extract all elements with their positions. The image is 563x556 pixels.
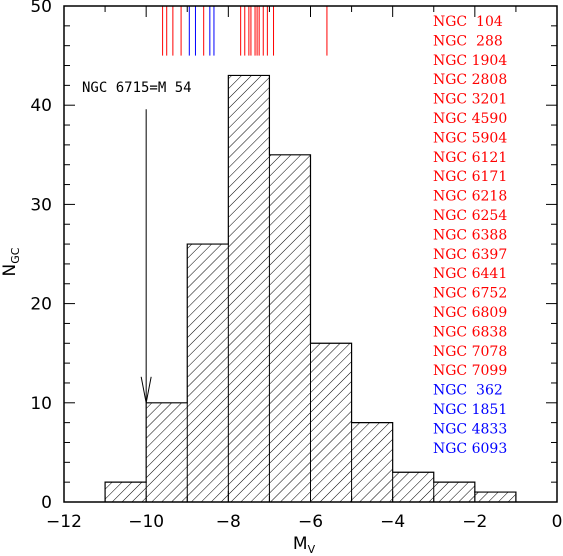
blue-cluster-name: NGC 362 (433, 383, 503, 399)
red-cluster-name: NGC 104 (433, 14, 503, 30)
histogram-bar (269, 154, 311, 503)
x-tick-label: −8 (216, 512, 241, 532)
red-cluster-name: NGC 3201 (433, 92, 507, 108)
x-axis-label: MV (293, 534, 316, 556)
histogram-bar (474, 492, 516, 502)
y-tick-label: 20 (30, 295, 52, 315)
red-cluster-name: NGC 288 (433, 33, 503, 49)
red-cluster-name: NGC 6121 (433, 150, 507, 166)
red-cluster-name: NGC 1904 (433, 53, 507, 69)
histogram-bar (146, 402, 188, 502)
x-tick-label: −10 (128, 512, 164, 532)
blue-cluster-name: NGC 4833 (433, 421, 507, 437)
histogram-step-outline (104, 74, 517, 502)
red-cluster-name: NGC 6218 (433, 189, 507, 205)
red-cluster-name: NGC 7078 (433, 344, 507, 360)
y-axis-label-main: N (0, 264, 20, 277)
histogram-bar (351, 422, 393, 502)
histogram-bar (310, 343, 352, 502)
m54-annotation-label: NGC 6715=M 54 (82, 80, 192, 96)
red-cluster-name: NGC 6838 (433, 324, 507, 340)
red-cluster-name: NGC 4590 (433, 111, 507, 127)
y-axis-label: NGC (0, 247, 22, 276)
y-axis-label-sub: GC (9, 247, 22, 264)
x-tick-label: −12 (46, 512, 82, 532)
x-axis-label-sub: V (308, 543, 316, 556)
x-tick-labels: −12 −10 −8 −6 −4 −2 0 (46, 512, 562, 532)
cluster-name-list: NGC 104 NGC 288 NGC 1904 NGC 2808 NGC 3201 NG… (433, 14, 507, 457)
red-cluster-name: NGC 6809 (433, 305, 507, 321)
red-cluster-name: NGC 6388 (433, 227, 507, 243)
x-tick-label: 0 (552, 512, 563, 532)
cluster-magnitude-ticks (162, 6, 328, 56)
red-cluster-name: NGC 7099 (433, 363, 507, 379)
red-cluster-name: NGC 6752 (433, 286, 507, 302)
m54-annotation: NGC 6715=M 54 (82, 80, 192, 403)
histogram-bar (187, 244, 229, 502)
axes (63, 5, 558, 503)
x-tick-label: −4 (380, 512, 405, 532)
y-tick-label: 30 (30, 195, 52, 215)
y-tick-labels: 0 10 20 30 40 50 (30, 0, 52, 513)
histogram-bars (105, 75, 516, 503)
histogram-bar (228, 75, 270, 502)
blue-cluster-name: NGC 6093 (433, 441, 507, 457)
red-cluster-name: NGC 6254 (433, 208, 507, 224)
histogram-bar (433, 482, 475, 502)
red-cluster-name: NGC 6441 (433, 266, 507, 282)
y-tick-label: 0 (41, 493, 52, 513)
histogram-bar (105, 482, 147, 502)
x-tick-label: −6 (298, 512, 323, 532)
x-tick-label: −2 (462, 512, 487, 532)
y-tick-label: 40 (30, 96, 52, 116)
red-cluster-name: NGC 5904 (433, 130, 507, 146)
blue-cluster-name: NGC 1851 (433, 402, 507, 418)
x-axis-label-main: M (293, 534, 308, 554)
y-tick-label: 10 (30, 394, 52, 414)
red-cluster-name: NGC 2808 (433, 72, 507, 88)
y-tick-label: 50 (30, 0, 52, 17)
m54-arrowhead (140, 376, 152, 403)
histogram-bar (392, 472, 434, 502)
red-cluster-name: NGC 6397 (433, 247, 507, 263)
red-cluster-name: NGC 6171 (433, 169, 507, 185)
histogram-outline (104, 74, 517, 502)
